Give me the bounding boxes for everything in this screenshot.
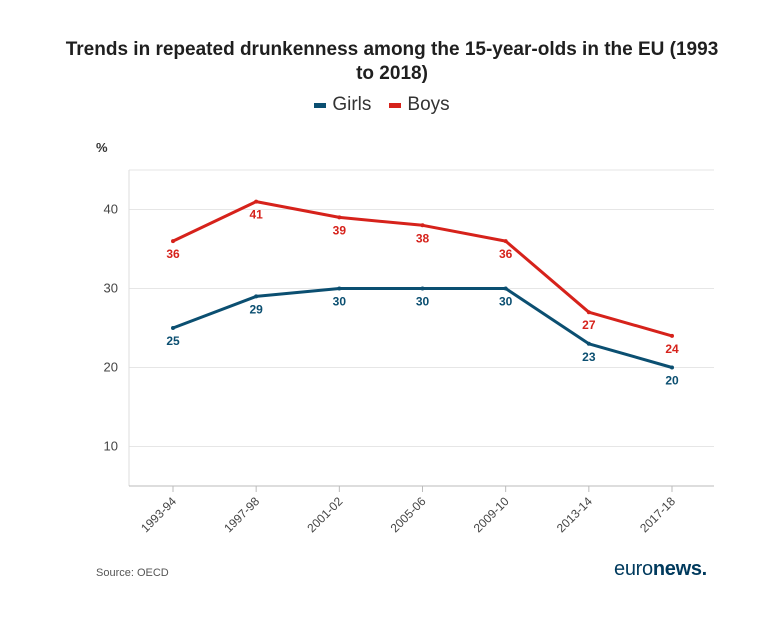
euronews-logo: euronews. — [614, 558, 707, 581]
x-tick-label-2009-10: 2009-10 — [471, 494, 512, 535]
data-label-girls-2017-18: 20 — [665, 374, 679, 388]
x-tick-label-2017-18: 2017-18 — [637, 494, 678, 535]
data-label-boys-2005-06: 38 — [416, 231, 430, 245]
data-point-boys-2009-10 — [503, 239, 508, 244]
data-point-girls-1997-98 — [254, 294, 259, 299]
legend-item-boys[interactable]: Boys — [389, 94, 450, 116]
y-axis-label: % — [96, 140, 108, 155]
data-label-boys-1997-98: 41 — [249, 208, 263, 222]
data-point-boys-2013-14 — [586, 310, 591, 315]
data-point-boys-2001-02 — [337, 215, 342, 220]
data-label-boys-2001-02: 39 — [333, 223, 347, 237]
series-lines — [171, 199, 674, 370]
legend-item-girls[interactable]: Girls — [314, 94, 371, 116]
data-label-boys-2009-10: 36 — [499, 247, 513, 261]
source-note: Source: OECD — [96, 567, 169, 579]
data-point-girls-2017-18 — [670, 365, 674, 370]
y-tick-label-10: 10 — [104, 439, 118, 454]
logo-euro: euro — [614, 558, 653, 580]
y-tick-label-30: 30 — [104, 281, 118, 296]
data-label-girls-2009-10: 30 — [499, 295, 513, 309]
series-line-boys — [171, 200, 674, 338]
chart-title: Trends in repeated drunkenness among the… — [65, 39, 719, 84]
x-tick-label-2001-02: 2001-02 — [304, 494, 345, 535]
data-point-boys-2005-06 — [420, 223, 425, 228]
legend-label-boys: Boys — [407, 94, 450, 115]
data-label-boys-1993-94: 36 — [166, 247, 180, 261]
y-tick-label-20: 20 — [104, 360, 118, 375]
data-label-girls-1993-94: 25 — [166, 334, 180, 348]
data-point-boys-1993-94 — [171, 239, 175, 244]
data-label-girls-1997-98: 29 — [249, 302, 263, 316]
x-tick-label-2005-06: 2005-06 — [388, 494, 429, 535]
legend-swatch-girls — [314, 102, 327, 108]
chart-legend: Girls Boys — [0, 94, 764, 116]
data-label-girls-2013-14: 23 — [582, 350, 596, 364]
x-tick-label-1993-94: 1993-94 — [138, 494, 179, 535]
data-label-girls-2001-02: 30 — [333, 295, 347, 309]
data-point-girls-2005-06 — [420, 286, 425, 291]
data-point-girls-2013-14 — [586, 341, 591, 346]
data-point-girls-1993-94 — [171, 326, 175, 330]
data-point-boys-2017-18 — [670, 333, 674, 338]
data-point-girls-2001-02 — [337, 286, 342, 291]
data-label-girls-2005-06: 30 — [416, 295, 430, 309]
data-label-boys-2017-18: 24 — [665, 342, 679, 356]
axes: 10 20 30 40% 1993-94 1997-98 2001-02 2005-06 200… — [96, 140, 714, 535]
x-tick-label-1997-98: 1997-98 — [221, 494, 262, 535]
data-point-boys-1997-98 — [254, 199, 259, 204]
data-labels: 25 29 30 30 30 23 20 36 41 39 38 36 27 24 — [166, 208, 679, 388]
legend-swatch-boys — [389, 102, 402, 108]
logo-news: news. — [652, 558, 707, 580]
y-tick-label-40: 40 — [104, 202, 118, 217]
x-tick-label-2013-14: 2013-14 — [554, 494, 595, 535]
legend-label-girls: Girls — [332, 94, 372, 115]
data-point-girls-2009-10 — [503, 286, 508, 291]
data-label-boys-2013-14: 27 — [582, 318, 596, 332]
